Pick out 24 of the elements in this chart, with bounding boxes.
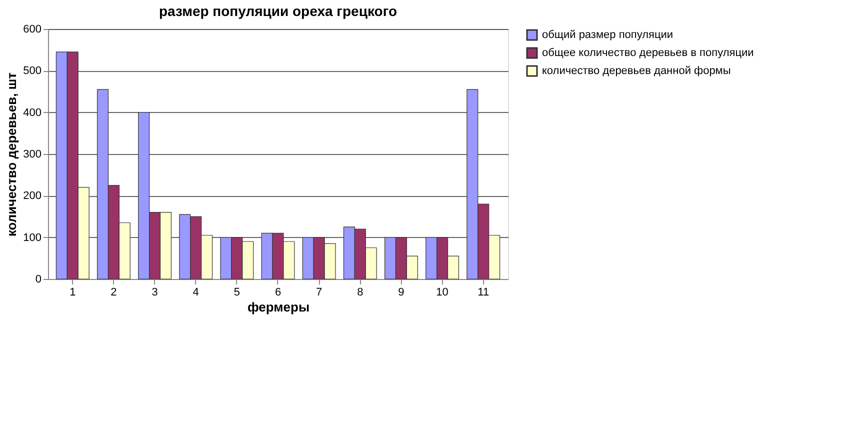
x-tick-label: 10	[436, 286, 448, 298]
legend-label: общий размер популяции	[542, 29, 674, 41]
y-tick-label: 100	[23, 232, 42, 244]
legend-label: общее количество деревьев в популяции	[542, 47, 754, 59]
x-tick-label: 1	[70, 286, 76, 298]
legend-label: количество деревьев данной формы	[542, 65, 731, 77]
x-tick-label: 9	[398, 286, 404, 298]
y-tick-label: 200	[23, 190, 42, 202]
y-tick-label: 0	[35, 274, 42, 286]
x-tick-label: 6	[274, 286, 282, 298]
x-tick-label: 4	[192, 286, 199, 298]
chart-title: размер популяции ореха грецкого	[158, 3, 398, 19]
x-axis-title: фермеры	[247, 300, 310, 314]
y-tick-label: 400	[23, 106, 42, 119]
x-tick-label: 3	[152, 286, 158, 298]
x-tick-label: 2	[110, 286, 117, 298]
x-tick-label: 7	[316, 286, 322, 298]
y-tick-label: 500	[23, 65, 42, 78]
y-tick-label: 300	[23, 148, 42, 160]
y-tick-label: 600	[23, 24, 42, 36]
y-axis-title: количество деревьев, шт	[4, 72, 20, 237]
x-tick-label: 8	[357, 286, 364, 298]
x-tick-label: 11	[478, 286, 490, 298]
x-tick-label: 5	[234, 286, 240, 298]
